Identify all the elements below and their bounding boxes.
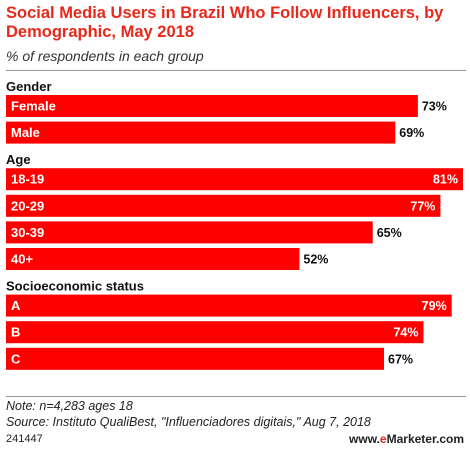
category-label-30-39: 30-39 [11,225,44,240]
value-label-20-29: 77% [410,199,435,213]
bar-20-29 [6,194,441,217]
group-label-socioeconomic-status: Socioeconomic status [6,279,144,294]
category-label-b: B [11,325,20,340]
category-label-a: A [11,298,21,313]
group-label-age: Age [6,152,31,167]
bar-female [6,95,418,117]
bar-a [6,294,452,317]
category-label-female: Female [11,99,56,114]
category-label-18-19: 18-19 [11,172,44,187]
bar-chart: Gender Female 73% Male 69% Age 18-19 81% 20-29 77… [6,79,463,370]
bar-30-39 [6,221,373,244]
bar-18-19 [6,168,463,191]
bar-b [6,321,424,344]
chart-note: Note: n=4,283 ages 18 [6,399,133,413]
value-label-40: 52% [303,253,328,267]
brand-e: e [379,432,387,446]
chart-subtitle: % of respondents in each group [6,48,204,64]
category-label-20-29: 20-29 [11,198,44,213]
value-label-c: 67% [388,352,413,366]
value-label-female: 73% [422,100,447,114]
bar-male [6,121,396,144]
category-label-40: 40+ [11,252,33,267]
value-label-b: 74% [393,326,418,340]
brand-suffix: .com [435,432,464,446]
chart-id: 241447 [6,433,43,445]
group-label-gender: Gender [6,79,52,94]
category-label-c: C [11,351,21,366]
value-label-a: 79% [422,299,447,313]
bar-c [6,347,385,370]
category-label-male: Male [11,125,40,140]
value-label-male: 69% [399,126,424,140]
bar-40 [6,248,300,270]
top-divider [6,70,466,71]
value-label-30-39: 65% [377,226,402,240]
chart-source: Source: Instituto QualiBest, "Influencia… [6,415,371,429]
value-label-18-19: 81% [433,173,458,187]
emarketer-logo: www.eMarketer.com [349,432,464,446]
brand-prefix: www. [349,432,380,446]
chart-title: Social Media Users in Brazil Who Follow … [6,4,444,41]
brand-rest: Marketer [386,432,436,446]
bottom-divider [6,396,466,397]
